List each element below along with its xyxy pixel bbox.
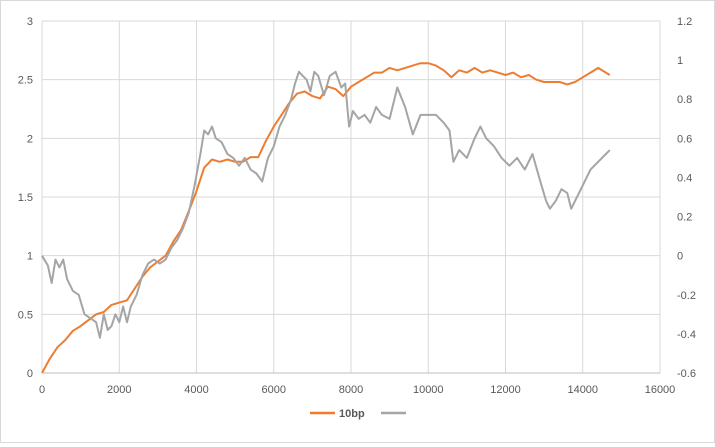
series-lines [41,62,611,374]
y2-tick-label: 0.2 [677,212,692,224]
x-tick-label: 6000 [262,384,286,396]
gridlines [41,20,661,374]
y2-tick-label: -0.4 [677,329,696,341]
y2-tick-label: -0.2 [677,290,696,302]
y2-tick-label: 0.8 [677,94,692,106]
x-tick-label: 4000 [184,384,208,396]
y2-tick-label: 0.4 [677,172,692,184]
x-tick-label: 8000 [339,384,363,396]
x-tick-label: 10000 [413,384,444,396]
x-tick-label: 12000 [490,384,521,396]
y2-tick-label: 1 [677,55,683,67]
y-tick-label: 2 [27,133,33,145]
x-tick-label: 14000 [567,384,598,396]
y-tick-label: 2.5 [18,75,33,87]
y-tick-label: 0 [27,368,33,380]
y2-tick-label: -0.6 [677,368,696,380]
y-tick-label: 3 [27,16,33,28]
legend-label-10bp: 10bp [339,408,365,420]
series-line-2 [41,70,611,339]
y-tick-label: 1 [27,251,33,263]
x-tick-label: 16000 [645,384,676,396]
axes: 0 0.5 1 1.5 2 2.5 3 0 2000 4000 6000 8000 10000 12000… [18,16,696,396]
y2-tick-label: 0 [677,251,683,263]
y2-tick-label: 0.6 [677,133,692,145]
y-tick-label: 0.5 [18,309,33,321]
y-tick-label: 1.5 [18,192,33,204]
series-line-1 [41,62,611,374]
y2-tick-label: 1.2 [677,16,692,28]
legend: 10bp [310,408,406,420]
x-tick-label: 0 [39,384,45,396]
x-tick-label: 2000 [107,384,131,396]
